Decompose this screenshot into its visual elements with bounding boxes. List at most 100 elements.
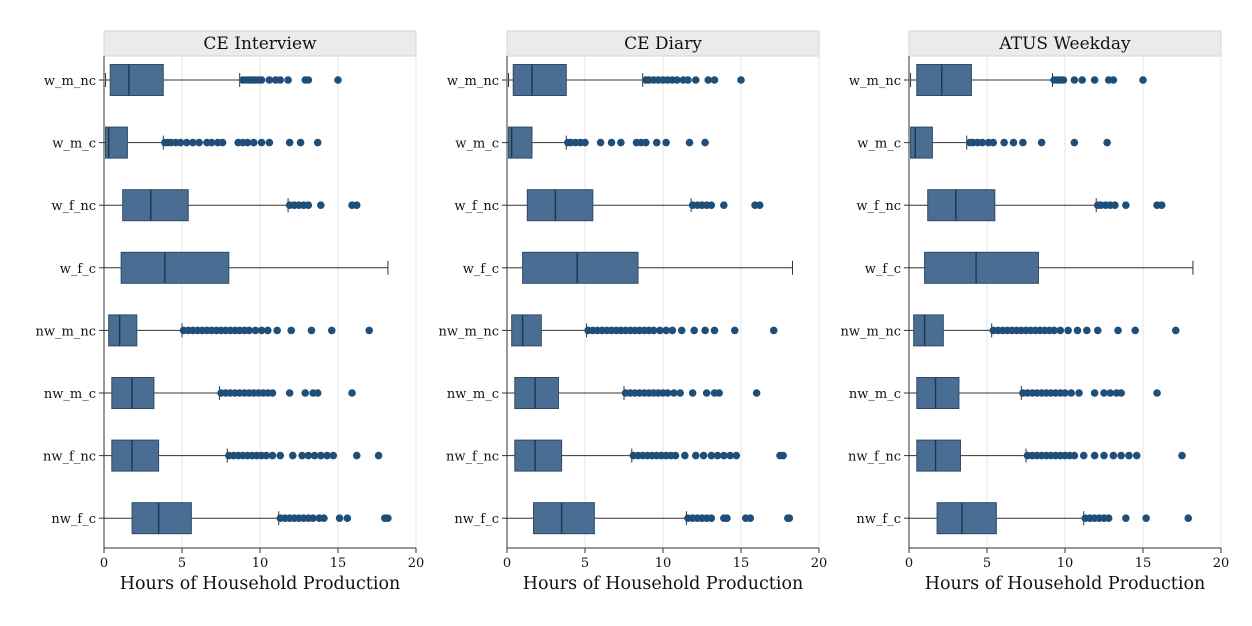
outlier-point: [737, 76, 745, 84]
outlier-point: [320, 514, 328, 522]
outlier-point: [662, 326, 670, 335]
outlier-point: [348, 389, 356, 397]
outlier-point: [245, 326, 253, 335]
iqr-box: [514, 377, 559, 409]
outlier-point: [1090, 389, 1099, 397]
category-label: w_f_nc: [454, 199, 499, 214]
outlier-point: [978, 138, 987, 147]
category-label: w_f_c: [463, 262, 499, 277]
outlier-point: [310, 451, 319, 460]
outlier-point: [1109, 451, 1118, 460]
x-tick-label: 5: [581, 556, 589, 571]
outlier-point: [668, 326, 677, 335]
category-label: w_m_nc: [44, 74, 96, 89]
outlier-point: [1050, 326, 1058, 335]
outlier-point: [195, 138, 203, 147]
outlier-point: [1184, 514, 1193, 522]
outlier-point: [785, 514, 794, 522]
category-label: nw_m_c: [849, 387, 901, 402]
outlier-point: [249, 138, 258, 147]
outlier-point: [676, 389, 684, 397]
category-label: nw_f_c: [51, 512, 96, 527]
outlier-point: [352, 201, 361, 209]
outlier-point: [1083, 326, 1091, 335]
outlier-point: [304, 76, 313, 84]
outlier-point: [284, 76, 292, 84]
iqr-box: [512, 64, 567, 96]
outlier-point: [685, 138, 694, 147]
outlier-point: [374, 451, 383, 460]
outlier-point: [1090, 451, 1099, 460]
outlier-point: [684, 76, 692, 84]
outlier-point: [649, 326, 658, 335]
category-label: w_m_c: [52, 137, 96, 152]
outlier-point: [276, 76, 285, 84]
outlier-point: [352, 451, 361, 460]
outlier-point: [690, 326, 698, 335]
outlier-point: [710, 326, 719, 335]
outlier-point: [384, 514, 392, 522]
outlier-point: [755, 201, 764, 209]
outlier-point: [701, 326, 709, 335]
outlier-point: [581, 138, 589, 147]
outlier-point: [182, 138, 191, 147]
outlier-point: [298, 451, 306, 460]
iqr-box: [511, 314, 542, 347]
category-label: nw_f_nc: [848, 450, 901, 465]
outlier-point: [989, 138, 998, 147]
outlier-point: [1078, 76, 1086, 84]
outlier-point: [313, 138, 322, 147]
outlier-point: [334, 76, 342, 84]
x-tick-label: 5: [178, 556, 186, 571]
x-tick-label: 0: [503, 556, 511, 571]
iqr-box: [508, 126, 533, 159]
outlier-point: [671, 451, 680, 460]
panel-title: ATUS Weekday: [998, 34, 1131, 54]
outlier-point: [1132, 451, 1141, 460]
outlier-point: [1056, 326, 1065, 335]
outlier-point: [726, 451, 734, 460]
category-label: nw_f_nc: [43, 450, 96, 465]
panel-title-strip: [103, 30, 417, 57]
outlier-point: [673, 76, 681, 84]
outlier-point: [1061, 389, 1069, 397]
x-tick-label: 15: [330, 556, 347, 571]
x-axis-title: Hours of Household Production: [925, 574, 1206, 594]
panel-title-strip: [506, 30, 820, 57]
outlier-point: [218, 138, 227, 147]
outlier-point: [296, 138, 305, 147]
outlier-point: [1122, 514, 1130, 522]
outlier-point: [1139, 76, 1147, 84]
outlier-point: [189, 138, 197, 147]
outlier-point: [1100, 451, 1108, 460]
category-label: w_m_c: [455, 137, 499, 152]
outlier-point: [1157, 201, 1166, 209]
x-tick-label: 20: [811, 556, 828, 571]
panel-0: CE Interview 0 5 10 15 20 Hours of Household P…: [36, 30, 424, 594]
x-tick-label: 0: [100, 556, 108, 571]
outlier-point: [257, 326, 266, 335]
outlier-point: [323, 451, 331, 460]
outlier-point: [1067, 389, 1076, 397]
outlier-point: [752, 389, 761, 397]
outlier-point: [335, 514, 344, 522]
outlier-point: [343, 514, 352, 522]
outlier-point: [262, 451, 271, 460]
category-label: w_m_c: [857, 137, 901, 152]
category-label: nw_m_nc: [36, 324, 96, 339]
outlier-point: [1059, 76, 1068, 84]
iqr-box: [910, 126, 933, 159]
outlier-point: [1117, 451, 1125, 460]
outlier-point: [677, 326, 686, 335]
iqr-box: [111, 377, 155, 409]
outlier-point: [715, 389, 723, 397]
outlier-point: [704, 76, 713, 84]
iqr-box: [120, 251, 230, 284]
outlier-point: [1153, 389, 1161, 397]
outlier-point: [779, 451, 787, 460]
category-label: nw_f_c: [856, 512, 901, 527]
iqr-box: [122, 189, 189, 222]
category-label: w_f_c: [865, 262, 901, 277]
category-label: nw_f_nc: [446, 450, 499, 465]
outlier-point: [707, 201, 716, 209]
